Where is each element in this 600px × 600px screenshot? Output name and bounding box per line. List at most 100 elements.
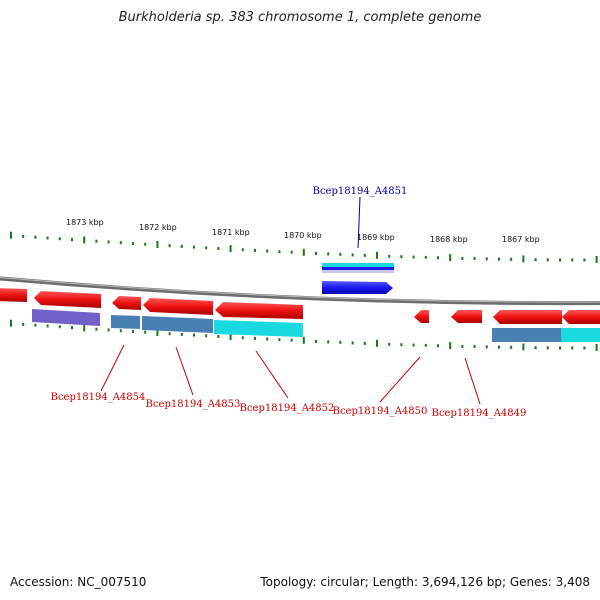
minor-tick xyxy=(498,257,500,261)
accession-text: Accession: NC_007510 xyxy=(10,575,146,589)
major-tick xyxy=(522,255,525,263)
gene-arrow-right-edge[interactable] xyxy=(562,310,600,324)
chromosome-backbone-highlight xyxy=(0,276,600,303)
minor-tick xyxy=(58,237,61,241)
minor-tick xyxy=(315,339,317,343)
gene-label-a4849[interactable]: Bcep18194_A4849 xyxy=(432,408,527,419)
minor-tick xyxy=(498,345,500,349)
minor-tick xyxy=(193,245,195,249)
major-tick xyxy=(10,319,12,327)
feature-purple-bar[interactable] xyxy=(32,309,100,326)
tick-labels: 1873 kbp 1872 kbp 1871 kbp 1870 kbp 1869… xyxy=(66,218,540,244)
gene-arrow-a4853[interactable] xyxy=(143,298,213,315)
minor-tick xyxy=(412,343,415,347)
major-tick xyxy=(595,256,598,263)
tick-label: 1870 kbp xyxy=(284,231,322,240)
gene-label-a4854[interactable]: Bcep18194_A4854 xyxy=(51,392,146,403)
minor-tick xyxy=(559,346,561,350)
tick-label: 1868 kbp xyxy=(430,235,468,244)
major-tick xyxy=(449,342,452,350)
gene-label-a4850[interactable]: Bcep18194_A4850 xyxy=(333,406,428,417)
minor-tick xyxy=(290,338,293,342)
minor-tick xyxy=(412,255,415,259)
upper-tick-track xyxy=(10,231,598,263)
minor-tick xyxy=(144,242,147,246)
minor-tick xyxy=(473,345,476,349)
minor-tick xyxy=(559,258,561,262)
minor-tick xyxy=(461,256,464,260)
gene-arrow-a4849[interactable] xyxy=(493,310,562,324)
label-leaders xyxy=(100,196,481,405)
minor-tick xyxy=(363,253,366,257)
minor-tick xyxy=(119,329,122,333)
gene-arrow-a4852[interactable] xyxy=(215,302,303,319)
minor-tick xyxy=(132,330,134,333)
tick-label: 1871 kbp xyxy=(212,228,250,237)
gene-arrow-a4850[interactable] xyxy=(414,310,429,323)
major-tick xyxy=(229,333,232,341)
minor-tick xyxy=(241,336,244,340)
minor-tick xyxy=(193,333,195,337)
forward-feature-a4851[interactable] xyxy=(322,263,394,273)
minor-tick xyxy=(510,345,513,349)
map-title: Burkholderia sp. 383 chromosome 1, compl… xyxy=(118,10,482,25)
leader-line-a4850 xyxy=(379,356,421,403)
minor-tick xyxy=(217,247,220,250)
gene-label-a4852[interactable]: Bcep18194_A4852 xyxy=(240,403,335,414)
gene-arrow-a4854[interactable] xyxy=(34,291,101,308)
minor-tick xyxy=(34,323,37,327)
major-tick xyxy=(83,236,86,244)
minor-tick xyxy=(315,251,317,255)
major-tick xyxy=(449,254,452,262)
minor-tick xyxy=(339,340,342,344)
gene-arrow-a4849-small[interactable] xyxy=(451,310,482,323)
minor-tick xyxy=(424,255,427,259)
gene-arrow-a4853-small[interactable] xyxy=(112,296,141,310)
feature-cyan-bar[interactable] xyxy=(214,320,303,337)
gene-label-a4851[interactable]: Bcep18194_A4851 xyxy=(313,186,408,197)
minor-tick xyxy=(400,255,403,259)
feature-steel-bar[interactable] xyxy=(142,316,213,333)
minor-tick xyxy=(400,343,403,347)
minor-tick xyxy=(119,241,122,245)
gene-arrow-a4851[interactable] xyxy=(322,281,393,294)
leader-line-a4854 xyxy=(100,344,125,392)
minor-tick xyxy=(583,258,586,262)
feature-cyan-bar xyxy=(322,263,394,267)
major-tick xyxy=(376,251,378,259)
feature-steel-bar[interactable] xyxy=(492,328,561,342)
minor-tick xyxy=(71,326,73,330)
minor-tick xyxy=(485,257,488,261)
topology-text: Topology: circular; Length: 3,694,126 bp… xyxy=(260,575,590,589)
minor-tick xyxy=(571,346,574,350)
chromosome-backbone xyxy=(0,276,600,306)
minor-tick xyxy=(339,252,342,256)
minor-tick xyxy=(205,334,208,338)
major-tick xyxy=(156,241,159,248)
minor-tick xyxy=(290,250,293,254)
leader-line-a4852 xyxy=(255,350,289,399)
minor-tick xyxy=(388,342,391,346)
feature-steel-bar[interactable] xyxy=(111,315,140,329)
minor-tick xyxy=(107,240,110,244)
minor-tick xyxy=(510,257,513,261)
minor-tick xyxy=(254,336,256,340)
gene-labels: Bcep18194_A4851 Bcep18194_A4854 Bcep1819… xyxy=(51,186,527,419)
minor-tick xyxy=(327,340,330,344)
minor-tick xyxy=(351,253,354,257)
minor-tick xyxy=(217,335,220,338)
minor-tick xyxy=(266,249,269,253)
feature-cyan-bar[interactable] xyxy=(561,328,600,342)
gene-arrow-left-edge[interactable] xyxy=(0,288,27,302)
gene-label-a4853[interactable]: Bcep18194_A4853 xyxy=(146,399,241,410)
reverse-genes xyxy=(0,288,600,324)
feature-blue-bar xyxy=(322,267,394,270)
major-tick xyxy=(229,245,232,253)
minor-tick xyxy=(583,346,586,350)
lower-tick-track xyxy=(10,319,598,351)
minor-tick xyxy=(58,325,61,329)
minor-tick xyxy=(205,246,208,250)
tick-label: 1872 kbp xyxy=(139,223,177,232)
minor-tick xyxy=(437,344,439,348)
